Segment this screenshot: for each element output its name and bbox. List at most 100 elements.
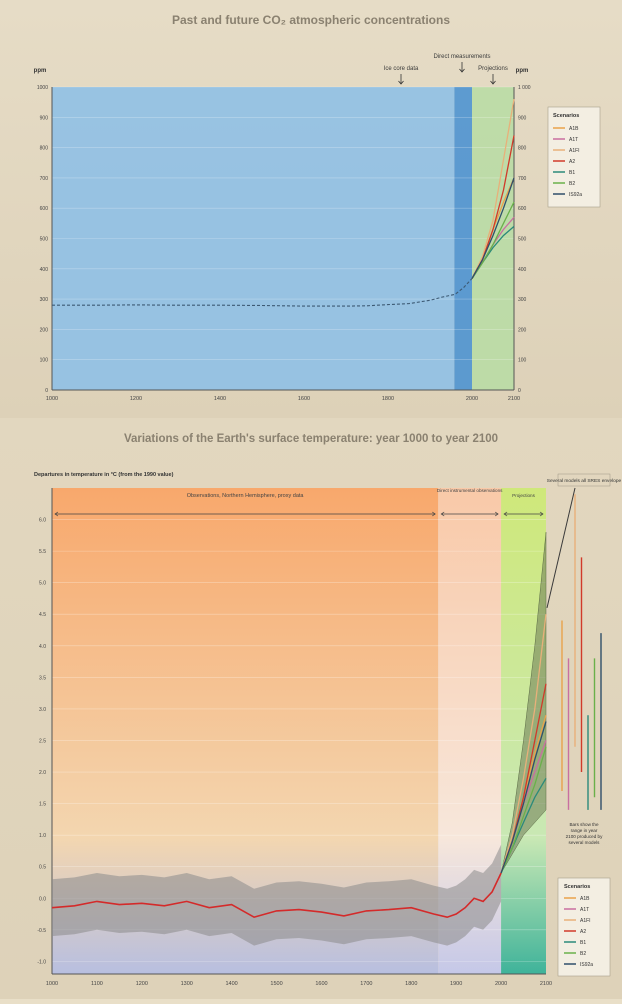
y-label-left: ppm bbox=[34, 68, 47, 74]
region-label-1: Direct measurements bbox=[433, 54, 490, 60]
y-tick-right-8: 800 bbox=[518, 146, 527, 152]
legend-label-1: A1T bbox=[580, 907, 589, 913]
y-tick-13: 5.5 bbox=[39, 549, 46, 555]
region-label-0: Observations, Northern Hemisphere, proxy… bbox=[187, 493, 305, 499]
y-tick-left-9: 900 bbox=[40, 115, 49, 121]
x-tick-11: 2100 bbox=[540, 981, 552, 987]
legend-label-3: A2 bbox=[580, 929, 586, 935]
x-tick-3: 1600 bbox=[298, 396, 310, 402]
region-arrow-2 bbox=[490, 74, 496, 85]
legend-label-6: IS92a bbox=[569, 192, 582, 198]
x-tick-8: 1800 bbox=[405, 981, 417, 987]
x-tick-1: 1200 bbox=[130, 396, 142, 402]
region-sheen bbox=[52, 87, 455, 390]
series-line-A1FI bbox=[500, 614, 547, 874]
legend-box bbox=[547, 106, 601, 208]
y-tick-left-7: 700 bbox=[40, 176, 49, 182]
y-tick-left-2: 200 bbox=[40, 327, 49, 333]
y-tick-2: 0.0 bbox=[39, 896, 46, 902]
temperature-chart: Variations of the Earth's surface temper… bbox=[34, 433, 622, 987]
legend-label-2: A1FI bbox=[580, 918, 591, 924]
history-uncertainty-band bbox=[52, 844, 502, 946]
legend-label-4: B1 bbox=[580, 940, 586, 946]
x-tick-7: 1700 bbox=[360, 981, 372, 987]
y-tick-3: 0.5 bbox=[39, 865, 46, 871]
region-label-0: Ice core data bbox=[384, 66, 419, 72]
x-tick-5: 2000 bbox=[466, 396, 478, 402]
y-tick-14: 6.0 bbox=[39, 518, 46, 524]
y-tick-right-10: 1 000 bbox=[518, 85, 531, 91]
y-tick-left-1: 100 bbox=[40, 358, 49, 364]
y-tick-1: -0.5 bbox=[37, 928, 46, 934]
legend-title: Scenarios bbox=[564, 884, 590, 890]
legend-label-5: B2 bbox=[569, 181, 575, 187]
y-tick-8: 3.0 bbox=[39, 707, 46, 713]
region-1 bbox=[454, 87, 472, 390]
x-tick-3: 1300 bbox=[181, 981, 193, 987]
y-tick-11: 4.5 bbox=[39, 612, 46, 618]
annotation-top-box bbox=[557, 473, 611, 487]
legend-label-0: A1B bbox=[580, 896, 590, 902]
legend-title: Scenarios bbox=[553, 113, 579, 119]
y-tick-left-8: 800 bbox=[40, 146, 49, 152]
y-tick-9: 3.5 bbox=[39, 675, 46, 681]
region-label-2: Projections bbox=[512, 493, 535, 498]
y-tick-10: 4.0 bbox=[39, 644, 46, 650]
x-tick-10: 2000 bbox=[495, 981, 507, 987]
x-tick-0: 1000 bbox=[46, 981, 58, 987]
annotation-bottom: Bars show the range in year 2100 produced … bbox=[566, 822, 603, 845]
y-tick-right-6: 600 bbox=[518, 206, 527, 212]
annotation-bottom-line: range in year bbox=[571, 828, 598, 833]
region-arrow-2 bbox=[503, 511, 544, 517]
x-tick-2: 1400 bbox=[214, 396, 226, 402]
x-tick-0: 1000 bbox=[46, 396, 58, 402]
series-line-B2 bbox=[500, 746, 547, 874]
y-label-right: ppm bbox=[516, 68, 529, 74]
y-tick-right-7: 700 bbox=[518, 176, 527, 182]
y-tick-right-5: 500 bbox=[518, 237, 527, 243]
x-tick-1: 1100 bbox=[91, 981, 103, 987]
y-tick-right-1: 100 bbox=[518, 358, 527, 364]
history-line bbox=[51, 872, 502, 919]
legend-label-6: IS92a bbox=[580, 962, 593, 968]
series-line-IS92a bbox=[471, 177, 515, 279]
x-tick-6: 1600 bbox=[315, 981, 327, 987]
temperature-panel: Variations of the Earth's surface temper… bbox=[0, 418, 622, 999]
co2-panel: Past and future CO₂ atmospheric concentr… bbox=[0, 0, 622, 418]
series-line-A1FI bbox=[471, 98, 515, 279]
x-tick-4: 1800 bbox=[382, 396, 394, 402]
x-tick-9: 1900 bbox=[450, 981, 462, 987]
region-arrow-0 bbox=[54, 511, 436, 517]
y-tick-right-9: 900 bbox=[518, 115, 527, 121]
series-line-B2 bbox=[471, 201, 515, 279]
chart-title: Variations of the Earth's surface temper… bbox=[124, 433, 498, 445]
y-tick-right-0: 0 bbox=[518, 388, 521, 394]
y-tick-left-5: 500 bbox=[40, 237, 49, 243]
legend-box bbox=[557, 877, 611, 977]
legend-label-1: A1T bbox=[569, 137, 578, 143]
region-0 bbox=[52, 87, 455, 390]
legend-label-4: B1 bbox=[569, 170, 575, 176]
y-tick-left-3: 300 bbox=[40, 297, 49, 303]
y-tick-right-2: 200 bbox=[518, 327, 527, 333]
x-tick-2: 1200 bbox=[136, 981, 148, 987]
annotation-bottom-line: Bars show the bbox=[569, 822, 599, 827]
annotation-bottom-line: 2100 produced by bbox=[566, 834, 603, 839]
y-tick-left-10: 1000 bbox=[37, 85, 48, 91]
co2-chart: Past and future CO₂ atmospheric concentr… bbox=[34, 13, 601, 402]
y-tick-right-3: 300 bbox=[518, 297, 527, 303]
projection-envelope bbox=[500, 532, 547, 874]
region-arrow-1 bbox=[440, 511, 499, 517]
x-tick-6: 2100 bbox=[508, 396, 520, 402]
y-tick-4: 1.0 bbox=[39, 833, 46, 839]
series-line-IS92a bbox=[500, 721, 547, 874]
chart-title: Past and future CO₂ atmospheric concentr… bbox=[172, 13, 450, 27]
legend-label-0: A1B bbox=[569, 126, 579, 132]
y-tick-left-4: 400 bbox=[40, 267, 49, 273]
y-tick-left-0: 0 bbox=[45, 388, 48, 394]
x-tick-5: 1500 bbox=[270, 981, 282, 987]
annotation-bottom-line: several models bbox=[569, 840, 601, 845]
annotation-top-arrow bbox=[546, 487, 576, 609]
y-label: Departures in temperature in °C (from th… bbox=[34, 472, 174, 478]
y-tick-7: 2.5 bbox=[39, 738, 46, 744]
